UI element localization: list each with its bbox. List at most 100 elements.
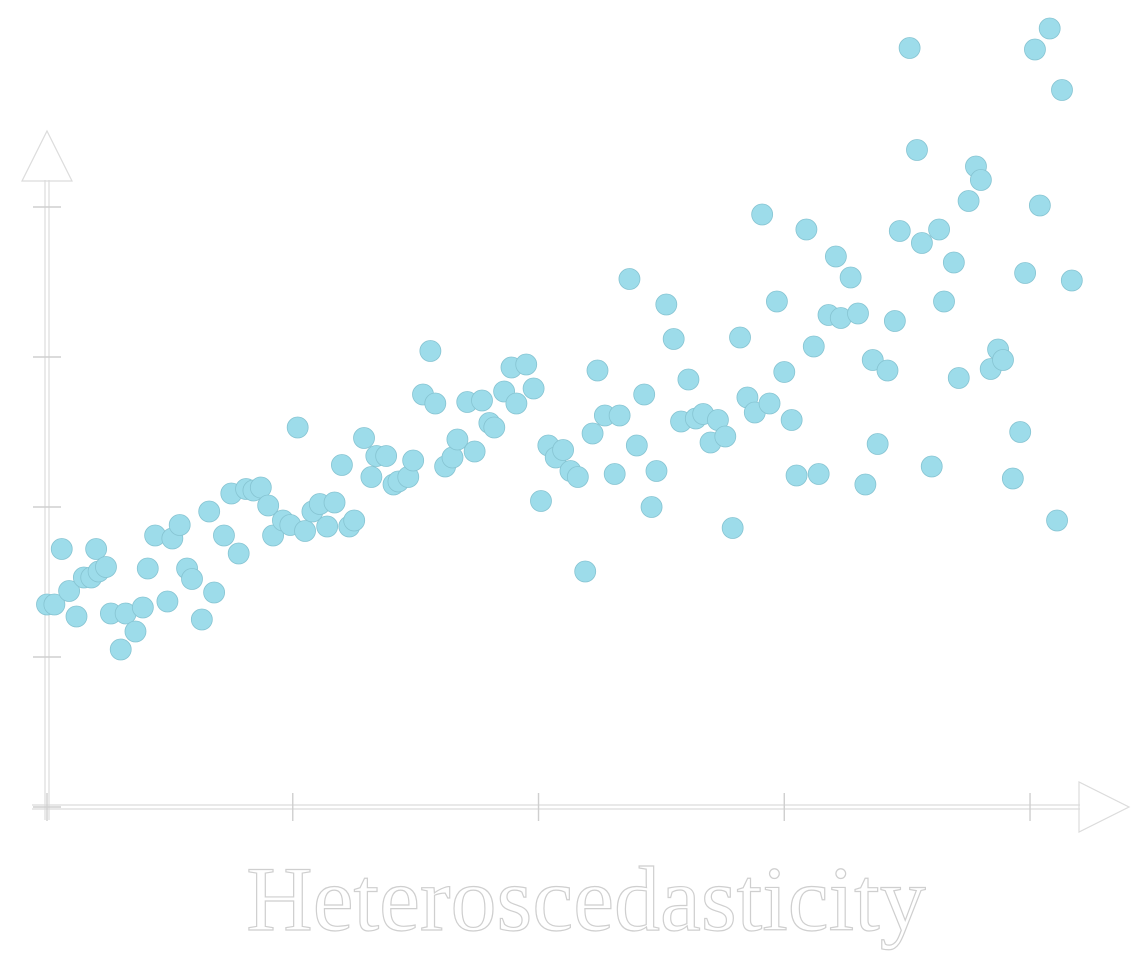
point (928, 218, 951, 241)
point (883, 310, 906, 332)
point (969, 169, 992, 191)
point (181, 568, 203, 590)
point (751, 203, 774, 226)
point (911, 232, 933, 254)
point (1051, 79, 1073, 101)
point (353, 427, 375, 449)
point (729, 326, 751, 349)
point (124, 620, 147, 643)
point (1038, 17, 1061, 40)
point (552, 439, 574, 461)
point (1046, 509, 1068, 532)
point (957, 190, 980, 212)
point (286, 416, 309, 439)
point (156, 590, 179, 613)
point (50, 538, 73, 560)
point (898, 37, 921, 59)
point (522, 377, 545, 400)
point (633, 383, 656, 406)
point (131, 596, 154, 619)
point (618, 268, 641, 290)
point (766, 290, 788, 313)
point (802, 335, 825, 358)
point (463, 440, 486, 463)
point (721, 517, 744, 539)
point (530, 490, 552, 512)
point (992, 349, 1014, 371)
point (795, 218, 818, 241)
point (360, 466, 383, 488)
point (402, 449, 425, 472)
point (1009, 421, 1032, 443)
point (65, 605, 88, 628)
point (136, 557, 159, 580)
point (586, 359, 609, 382)
point (331, 454, 353, 476)
point (203, 581, 226, 604)
point (316, 515, 339, 538)
y-axis-arrow (21, 129, 73, 182)
point (807, 463, 830, 485)
point (888, 220, 911, 242)
point (58, 580, 81, 602)
point (419, 340, 442, 362)
chart-title: Heteroscedasticity (246, 848, 926, 950)
point (714, 425, 737, 448)
point (608, 404, 631, 427)
point (168, 514, 191, 536)
point (603, 463, 626, 485)
point (198, 500, 221, 523)
point (839, 266, 862, 289)
point (1024, 38, 1046, 61)
point (95, 556, 117, 578)
point (920, 455, 943, 478)
point (758, 392, 781, 415)
point (85, 538, 108, 560)
point (213, 524, 235, 547)
point (1060, 269, 1083, 292)
point (662, 328, 685, 350)
point (424, 392, 447, 415)
point (257, 494, 280, 517)
point (655, 293, 678, 316)
point (847, 302, 869, 325)
points (36, 17, 1083, 661)
point (566, 466, 589, 488)
point (866, 433, 889, 455)
point (780, 409, 803, 431)
point (677, 368, 700, 391)
point (947, 367, 970, 389)
point (323, 491, 346, 514)
point (471, 389, 493, 412)
point (375, 445, 398, 467)
point (1014, 262, 1037, 284)
point (515, 353, 538, 376)
x-axis-arrow (1078, 781, 1131, 833)
ticks (33, 206, 1031, 821)
point (441, 446, 464, 469)
point (773, 361, 796, 383)
point (1001, 467, 1024, 490)
point (109, 638, 132, 661)
point (505, 392, 528, 415)
point (581, 422, 604, 445)
point (446, 428, 469, 451)
point (785, 464, 808, 487)
point (876, 359, 899, 382)
axes (21, 129, 1131, 833)
point (645, 460, 668, 482)
point (640, 496, 663, 518)
point (190, 608, 213, 631)
point (574, 560, 597, 583)
point (483, 416, 506, 439)
point (906, 139, 928, 161)
point (854, 473, 877, 496)
point (1028, 194, 1051, 217)
point (942, 251, 965, 274)
point (343, 509, 366, 532)
point (824, 245, 847, 268)
point (43, 593, 66, 616)
point (227, 542, 250, 565)
